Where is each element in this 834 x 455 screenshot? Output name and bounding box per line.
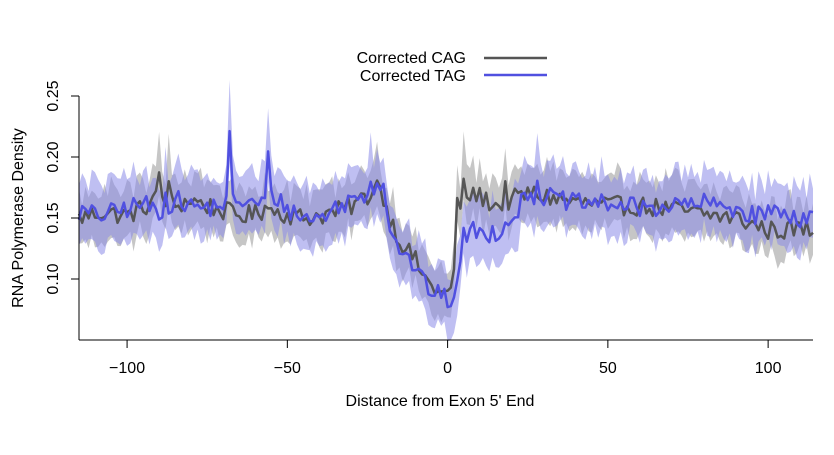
series-lines (77, 129, 814, 309)
y-tick-label: 0.10 (45, 263, 62, 294)
x-tick-label: −50 (274, 360, 301, 377)
legend-label-tag: Corrected TAG (360, 68, 466, 85)
y-ticks: 0.10 0.15 0.20 0.25 (45, 80, 79, 295)
x-ticks: −100 −50 0 50 100 (109, 340, 782, 377)
x-tick-label: 0 (443, 360, 452, 377)
legend-label-cag: Corrected CAG (357, 50, 466, 67)
x-tick-label: −100 (109, 360, 145, 377)
y-tick-label: 0.15 (45, 202, 62, 233)
y-axis-title: RNA Polymerase Density (10, 128, 27, 308)
x-axis: −100 −50 0 50 100 (79, 339, 813, 377)
y-tick-label: 0.20 (45, 141, 62, 172)
legend: Corrected CAG Corrected TAG (357, 50, 547, 85)
x-tick-label: 50 (599, 360, 617, 377)
series-line-tag (77, 129, 814, 309)
x-tick-label: 100 (755, 360, 782, 377)
y-tick-label: 0.25 (45, 80, 62, 111)
x-axis-title: Distance from Exon 5' End (346, 393, 535, 410)
y-axis: 0.10 0.15 0.20 0.25 (45, 80, 80, 340)
